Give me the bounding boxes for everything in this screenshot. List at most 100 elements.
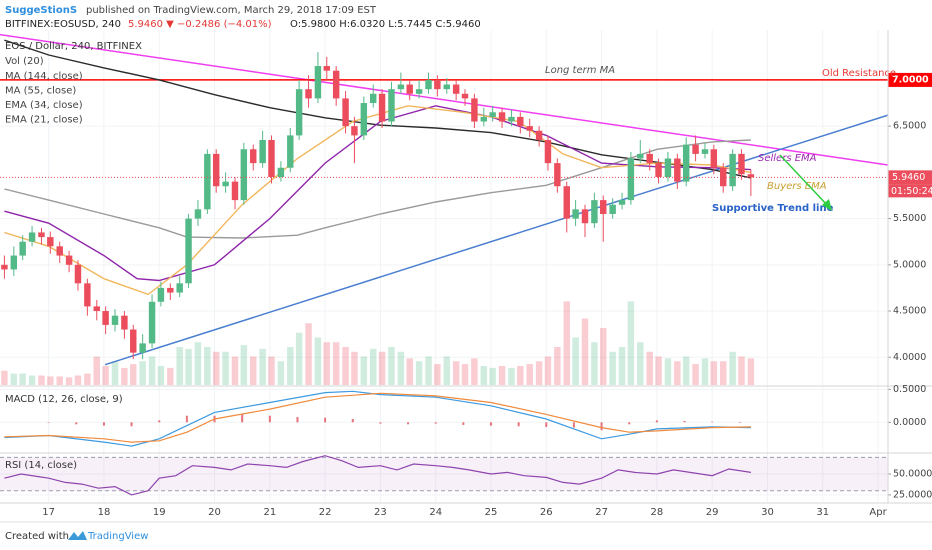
candle-body [563,186,570,219]
volume-bar [563,301,570,385]
x-tick-label: 25 [485,507,498,518]
candle-body [664,158,672,177]
candle-body [277,167,285,177]
volume-bar [287,347,294,385]
volume-bar [65,377,73,385]
histogram-bar [683,420,686,423]
candle-body [544,140,552,164]
candle-body [489,112,496,117]
candle-body [738,153,745,175]
volume-bar [1,370,8,385]
published: published on TradingView.com, March 29, … [86,5,377,16]
volume-bar [74,375,82,385]
volume-bar [637,342,644,385]
candle-body [222,181,229,187]
candle-body [351,126,358,136]
y-tick-label: 0.0000 [893,417,926,428]
ohlc: O:5.9800 H:6.0320 L:5.7445 C:5.9460 [290,19,481,30]
annotation: Old Resistance [822,68,896,79]
price-label-box [888,72,932,87]
volume-bar [682,356,690,385]
volume-bar [176,347,183,385]
volume-bar [167,367,174,385]
volume-bar [93,356,100,385]
candle-body [65,255,73,265]
author[interactable]: SuggeStionS [5,5,77,16]
candle-body [250,149,257,164]
volume-bar [572,337,579,385]
legend-entry: Vol (20) [5,56,44,67]
volume-bar [710,361,718,385]
histogram-bar [268,415,271,423]
y-tick-label: 4.5000 [893,306,926,317]
histogram-bar [600,422,603,431]
volume-bar [342,347,349,385]
volume-bar [498,366,506,385]
footer-brand[interactable]: TradingView [87,531,148,542]
candle-body [425,79,432,90]
logo [68,531,87,540]
candle-body [388,89,395,122]
candle-body [287,135,294,168]
candle-body [600,200,607,214]
footer-text: Created with [5,531,69,542]
volume-bar [526,364,533,385]
volume-bar [38,375,45,385]
histogram-bar [296,417,299,423]
candle-body [314,66,322,99]
candle-body [139,343,146,353]
volume-bar [581,318,589,385]
candle-body [102,311,109,325]
histogram-bar [241,414,244,423]
volume-bar [591,342,598,385]
line [104,114,889,366]
volume-bar [370,348,377,385]
volume-bar [102,366,109,385]
candle-body [74,264,82,284]
line [4,455,751,496]
volume-bar [544,356,552,385]
change: 5.9460 ▼ −0.2486 (−4.01%) [128,19,272,30]
x-tick-label: 19 [153,507,166,518]
volume-bar [664,358,672,385]
candle-body [508,116,515,122]
candle-body [729,153,736,187]
x-tick-label: 26 [540,507,553,518]
y-tick-label: 5.5000 [893,213,926,224]
candle-body [572,209,579,219]
volume-bar [720,361,727,385]
volume-bar [121,367,128,385]
candle-body [471,98,478,122]
candle-body [535,130,543,141]
x-tick-label: 29 [706,507,719,518]
volume-bar [692,364,699,385]
y-tick-label: 5.0000 [893,259,926,270]
arrow [779,154,832,211]
legend-entry: MA (55, close) [5,86,76,97]
price-label: 7.0000 [892,74,929,85]
histogram-bar [462,422,465,425]
histogram-bar [102,422,105,426]
x-tick-label: 28 [651,507,664,518]
candle-body [609,204,616,214]
volume-bar [378,351,386,385]
plot-area: 17 18 19 20 21 22 23 24 25 26 27 28 29 30 31 Apr 4.0000 4… [0,30,932,518]
legend-entry: MA (144, close) [5,71,83,82]
rsi-band [0,457,888,491]
line [4,390,751,447]
candle-body [295,89,303,136]
volume-bar [452,361,460,385]
volume-bar [729,351,736,385]
y-tick-label: 0.5000 [893,384,926,395]
volume-bar [747,358,755,385]
candle-body [19,241,26,256]
volume-bar [397,351,405,385]
header: SuggeStionS published on TradingView.com… [5,5,481,30]
candle-body [461,93,469,99]
volume-bar [268,356,275,385]
candle-body [323,66,330,71]
candle-body [415,89,423,94]
volume-bar [480,366,488,385]
volume-bar [84,373,91,385]
candle-body [360,103,368,136]
